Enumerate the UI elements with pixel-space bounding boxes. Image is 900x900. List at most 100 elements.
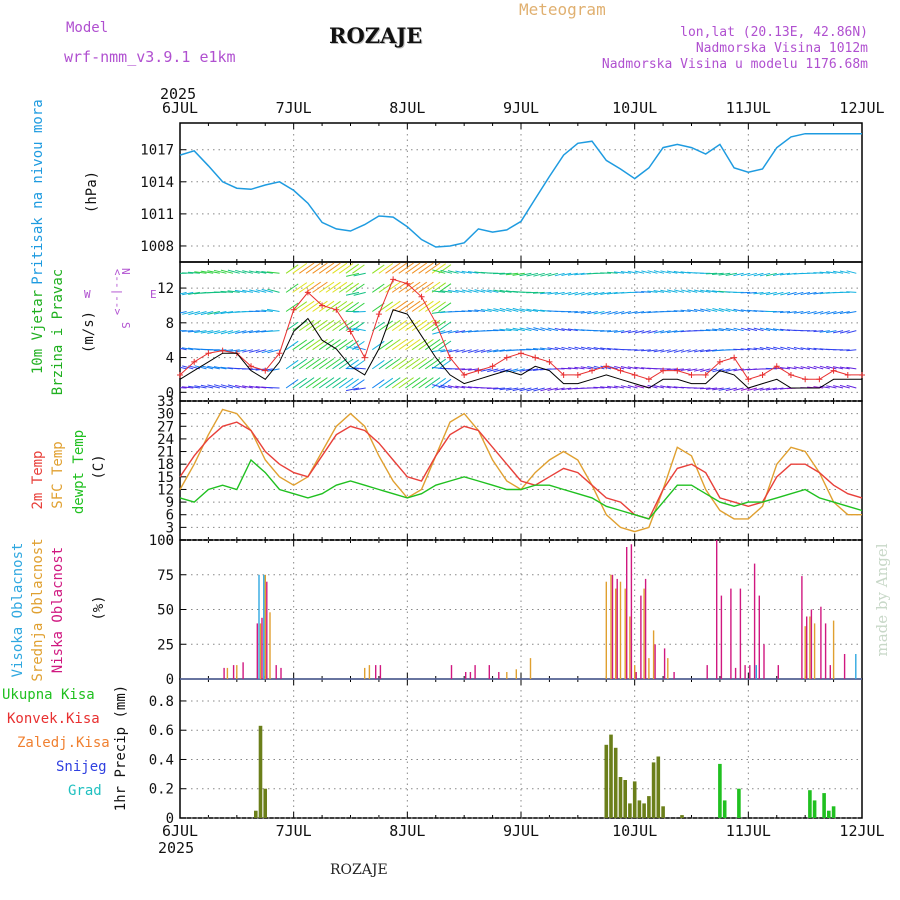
wind-compass: N<--|--> E W S [84,268,157,329]
y-tick-label: 0.8 [149,694,174,710]
wind-barb [673,330,684,333]
wind-barb [493,349,505,353]
wind-barb [580,291,592,296]
wind-barb [813,311,824,315]
wind-barb [398,262,414,274]
wind-barb [627,330,638,334]
wind-gust-point [489,363,496,370]
wind-barb [833,385,844,389]
wind-barb [318,358,335,370]
wind-barb [455,270,466,274]
wind-barb [255,270,267,274]
x-tick-label-bottom: 12JUL [839,822,884,840]
wind-barb [666,349,678,353]
wind-gust-point [319,302,326,309]
panel-precip [179,678,863,819]
wind-barb [418,358,434,370]
wind-barb [780,328,791,332]
wind-barb [411,338,428,351]
wind-barb [385,338,401,351]
wind-gust-point [347,328,354,335]
wind-barb [807,291,817,295]
wind-barb [338,320,354,332]
x-tick-label-bottom: 6JUL [162,822,198,840]
wind-barb [819,365,830,370]
wind-barb [325,339,341,351]
wind-barb [613,271,625,274]
wind-barb [700,368,711,372]
wind-barb [561,328,572,332]
wind-barb [242,289,254,293]
wind-barb [740,309,751,312]
wind-barb [620,385,632,389]
wind-barb [786,366,797,370]
wind-barb [759,272,771,277]
wind-barb [593,347,605,351]
wind-barb [255,289,267,293]
wind-gust-point [177,371,183,378]
wind-barb [641,311,651,314]
wind-barb [332,262,348,274]
wind-barb [718,387,731,391]
wind-gust-point [716,358,723,365]
wind-gust-point [390,276,397,283]
wind-barb [540,347,552,351]
wind-barb [673,349,685,353]
ylabel-high-cloud: Visoka Oblacnost [10,543,26,678]
wind-barb [740,272,751,277]
wind-barb [693,349,704,353]
wind-barb [378,320,394,332]
wind-barb [533,309,545,312]
wind-barb [620,330,632,334]
precip-bar [661,806,665,818]
precip-bar [680,815,684,818]
wind-barb [431,290,446,293]
wind-barb [706,368,718,373]
wind-barb [346,272,360,277]
wind-barb [561,272,572,276]
y-tick-label: 6 [166,508,174,524]
wind-barb [180,347,187,351]
wind-barb [318,262,335,274]
precip-legend-3: Snijeg [56,759,107,775]
wind-barb [660,330,671,334]
wind-barb [813,272,824,274]
wind-gust-point [773,363,780,370]
wind-barb [660,385,671,389]
wind-barb [398,377,414,389]
pressure-line [179,132,862,248]
wind-barb [345,301,359,312]
precip-legend-0: Ukupna Kisa [2,687,95,703]
wind-barb [532,291,545,294]
wind-barb [200,384,214,389]
wind-barb [227,269,240,274]
wind-barb [220,269,234,274]
ylabel-dewpt: dewpt Temp [71,430,87,514]
wind-barb [432,384,446,389]
wind-gust-point [745,376,752,383]
wind-barb [819,311,830,315]
wind-barb [540,272,552,277]
wind-barb [385,281,401,293]
wind-barb [699,387,711,390]
wind-barb [474,309,486,312]
wind-barb [180,349,181,350]
wind-barb [467,330,479,333]
ylabel-wind-unit: (m/s) [81,311,97,353]
x-tick-label-bottom: 9JUL [503,822,539,840]
wind-barb [693,308,704,312]
wind-gust-point [446,354,453,361]
wind-barb [673,368,684,371]
wind-barb [299,262,315,274]
wind-barb [753,327,764,332]
wind-gust-point [361,354,368,361]
wind-barb [305,262,321,274]
wind-barb [346,387,360,392]
y-tick-label: 1014 [140,175,174,191]
wind-barb [793,291,804,296]
wind-barb [431,311,446,314]
wind-barb [352,264,365,274]
wind-barb [813,330,824,333]
y-tick-label: 0 [166,672,174,688]
wind-barb [431,263,446,274]
